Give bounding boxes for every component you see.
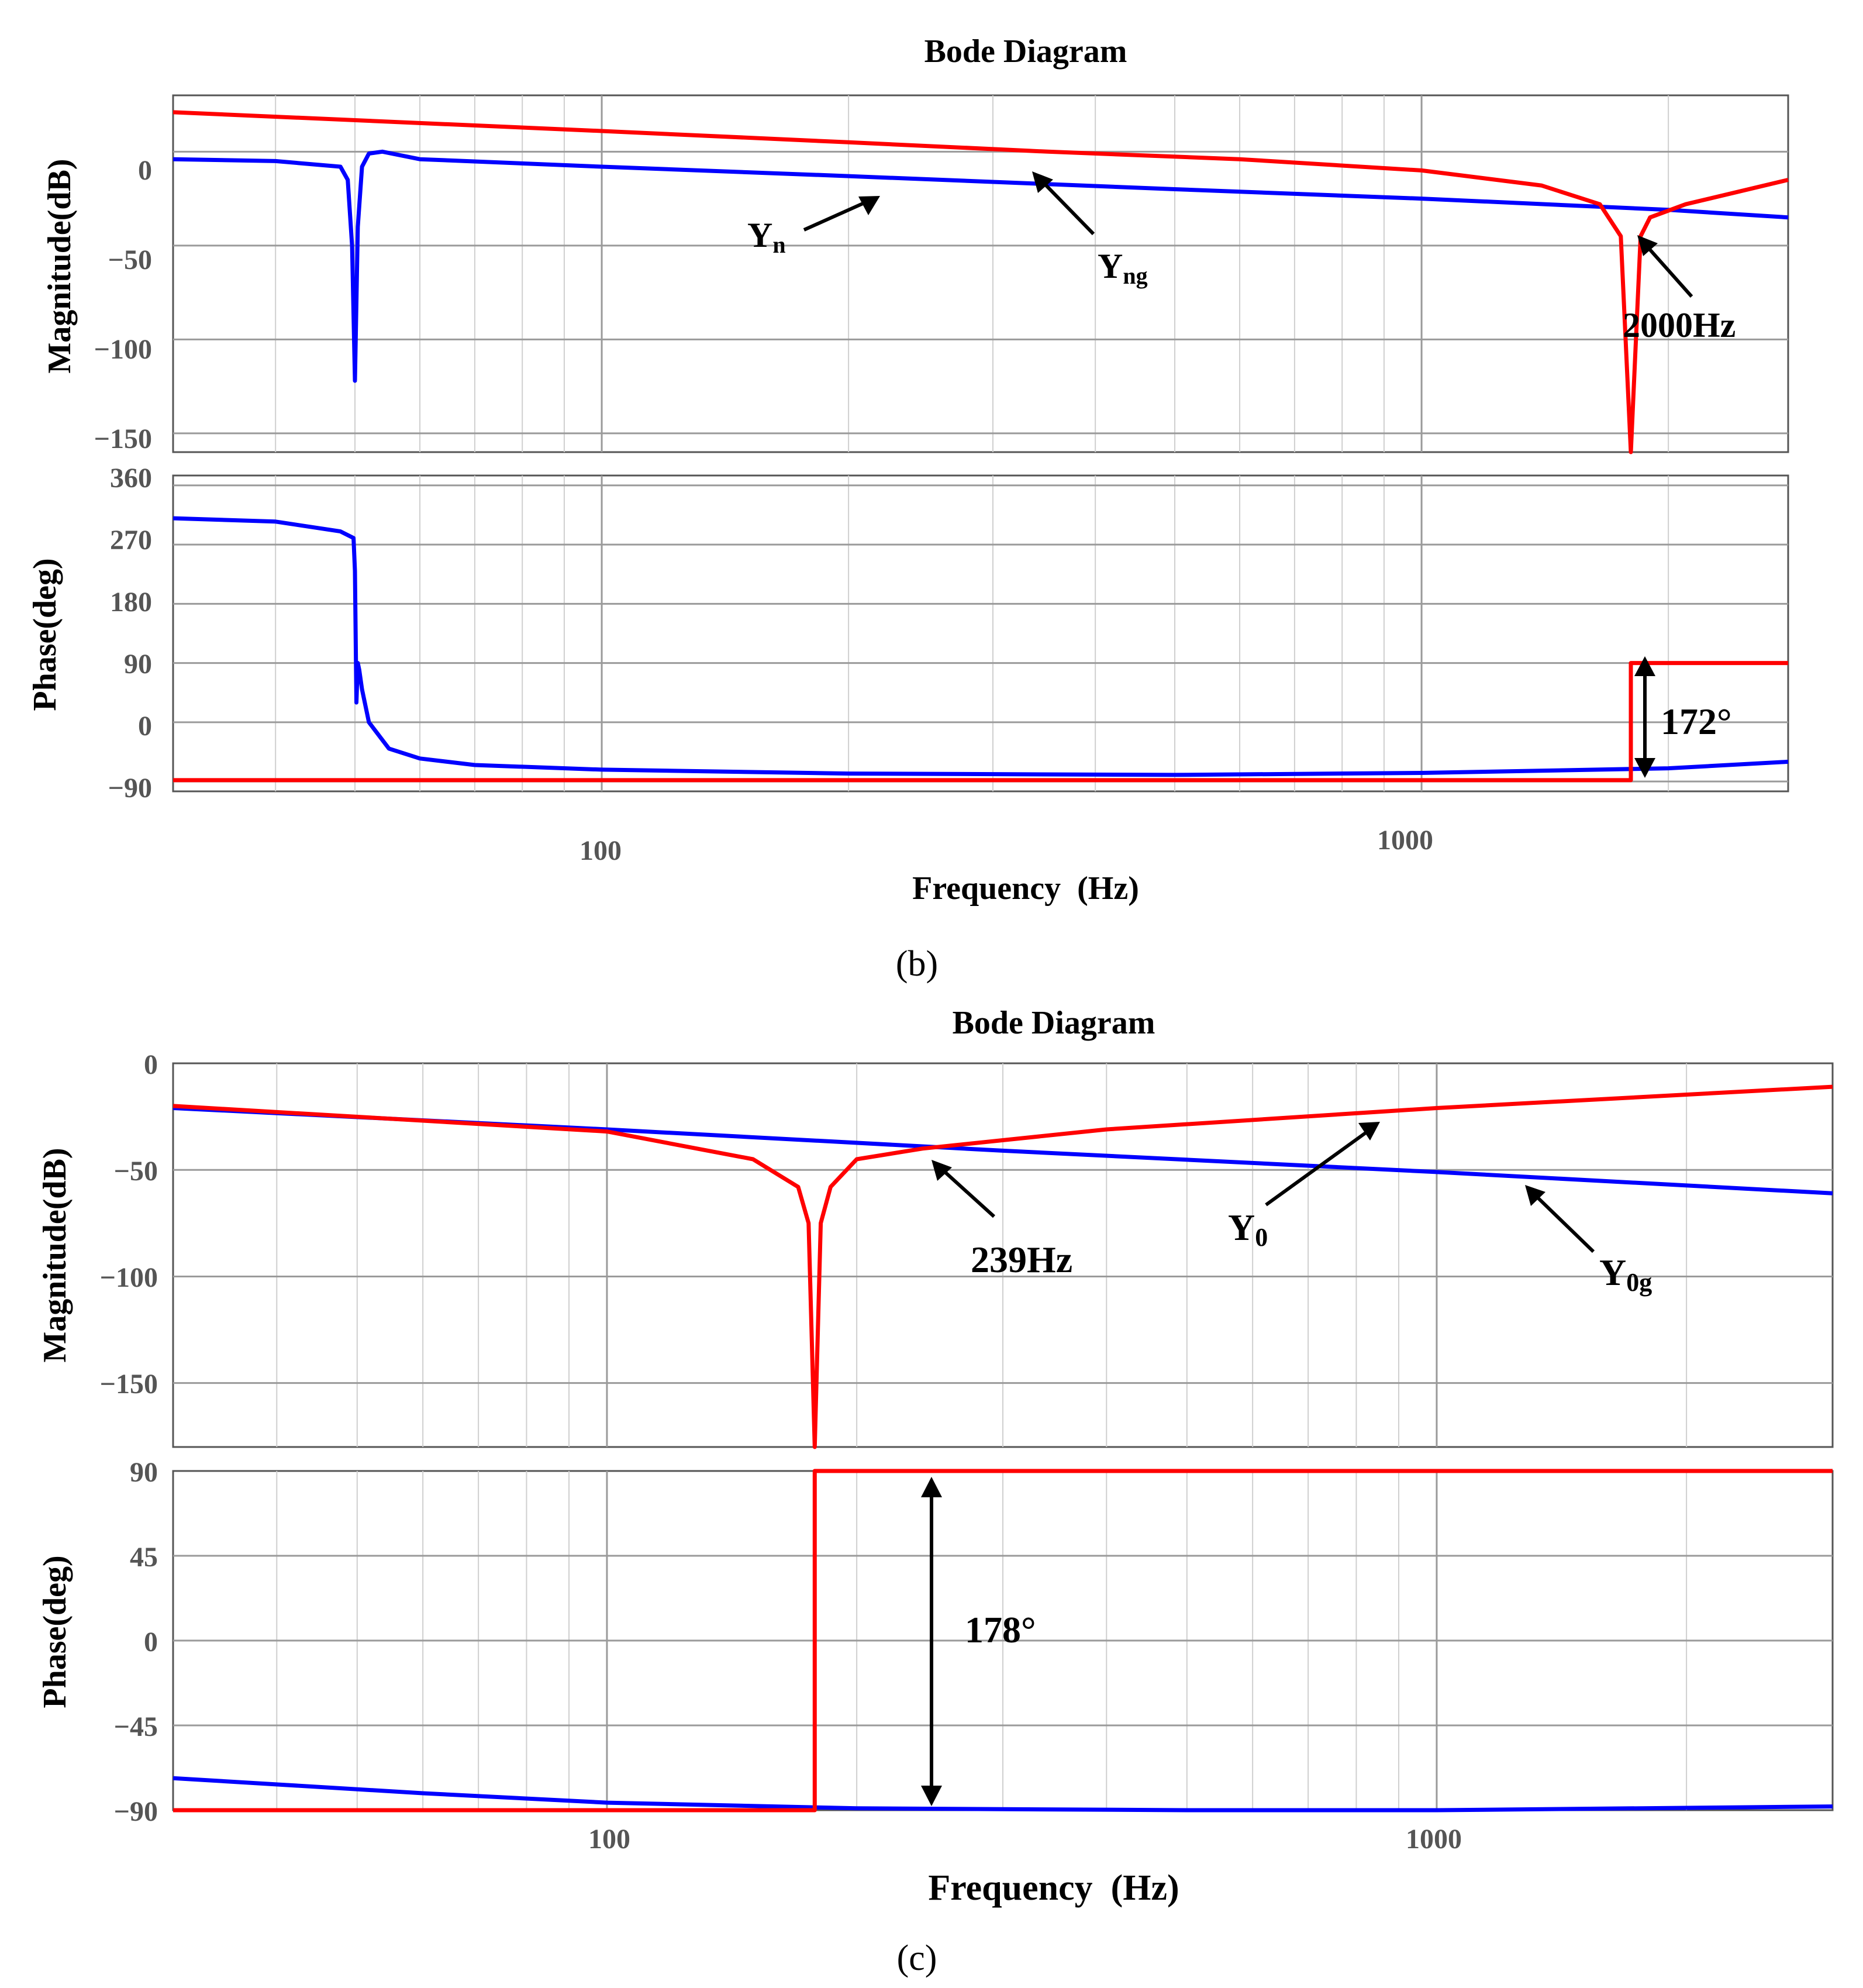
figure-c-mag-ytick: −50 <box>114 1156 158 1187</box>
figure-b-mag-ytick: 0 <box>138 155 152 186</box>
figure-b-phase-ytick: 0 <box>138 711 152 742</box>
figure-b-magnitude-frame <box>172 94 1789 453</box>
series-line-yng <box>173 661 1788 783</box>
figure-c-mag-ytick: 0 <box>144 1049 158 1080</box>
figure-b-mag-ytick: −100 <box>94 334 152 365</box>
annotation-c-frequency: 239Hz <box>971 1239 1072 1280</box>
figure-c-phase-ytick: −90 <box>114 1796 158 1827</box>
arrow-yn <box>803 196 880 232</box>
annotation-yn: Yn <box>747 216 786 258</box>
figure-b-magnitude-plot: 0 −50 −100 −150 Magnitude(dB) <box>42 94 1789 454</box>
figure-c-mag-ytick: −150 <box>100 1369 158 1400</box>
figure-c-phase-ytick: 0 <box>144 1627 158 1658</box>
annotation-y0: Y0 <box>1228 1207 1268 1252</box>
figure-b-xtick: 100 <box>579 835 622 866</box>
figure-c-mag-ytick: −100 <box>100 1262 158 1293</box>
figure-b-phase-ytick: 90 <box>124 649 152 680</box>
figure-c-xtick: 1000 <box>1406 1824 1462 1855</box>
series-line-yng <box>172 110 1789 454</box>
series-line-yn <box>172 149 1789 383</box>
figure-c-magnitude-ylabel: Magnitude(dB) <box>37 1148 73 1362</box>
figure-c-phase-ytick: 90 <box>130 1457 158 1488</box>
figure-b-panel-label: (b) <box>896 944 938 984</box>
figure-b-phase-ytick: −90 <box>108 773 152 804</box>
figure-b-phase-ytick: 270 <box>110 525 152 556</box>
figure-b-phase-frame <box>172 474 1789 793</box>
arrow-y0g <box>1525 1185 1595 1253</box>
arrow-yng <box>1032 171 1095 236</box>
series-line-yn <box>172 516 1789 777</box>
figure-c-phase-ylabel: Phase(deg) <box>37 1555 73 1708</box>
series-line-y0g <box>172 1084 1833 1449</box>
figure-b-mag-ytick: −50 <box>108 244 152 275</box>
figure-b-title: Bode Diagram <box>924 33 1127 70</box>
figure-b-phase-ytick: 180 <box>110 587 152 618</box>
arrow-b-angle <box>1634 656 1655 778</box>
figure-b-xtick: 1000 <box>1377 825 1433 856</box>
figure-c-magnitude-plot: 0 −50 −100 −150 Magnitude(dB) <box>37 1049 1834 1449</box>
figure-c-phase-ytick: −45 <box>114 1711 158 1742</box>
figure-c-annotations: 239Hz Y0 Y0g 178° <box>921 1122 1652 1806</box>
figure-c-xtick: 100 <box>588 1824 630 1855</box>
figure-c-xlabel: Frequency (Hz) <box>928 1868 1179 1908</box>
figure-b-magnitude-ylabel: Magnitude(dB) <box>42 159 78 373</box>
figure-b-phase-ytick: 360 <box>110 463 152 494</box>
annotation-b-frequency: 2000Hz <box>1623 306 1736 344</box>
arrow-b-frequency <box>1637 235 1693 298</box>
arrow-c-angle <box>921 1477 942 1806</box>
figure-c-phase-plot: 90 45 0 −45 −90 Phase(deg) <box>37 1457 1834 1827</box>
series-line-y0 <box>172 1776 1833 1813</box>
figure-b-phase-plot: 360 270 180 90 0 −90 Phase(deg) <box>27 463 1789 804</box>
arrow-c-frequency <box>932 1160 996 1218</box>
annotation-y0g: Y0g <box>1599 1252 1652 1297</box>
figure-c-panel-label: (c) <box>897 1938 937 1978</box>
annotation-c-angle: 178° <box>965 1609 1036 1651</box>
figure-c-phase-ytick: 45 <box>130 1542 158 1573</box>
annotation-yng: Yng <box>1098 247 1148 289</box>
series-line-y0g <box>173 1469 1833 1813</box>
figure-b-mag-ytick: −150 <box>94 423 152 454</box>
figure-c-title: Bode Diagram <box>953 1005 1155 1041</box>
arrow-y0 <box>1265 1122 1380 1207</box>
figure-b-annotations: Yn Yng 2000Hz 172° <box>747 171 1736 778</box>
figure-b-xlabel: Frequency (Hz) <box>912 870 1139 907</box>
figure-b-phase-ylabel: Phase(deg) <box>27 558 63 711</box>
annotation-b-angle: 172° <box>1661 701 1732 742</box>
